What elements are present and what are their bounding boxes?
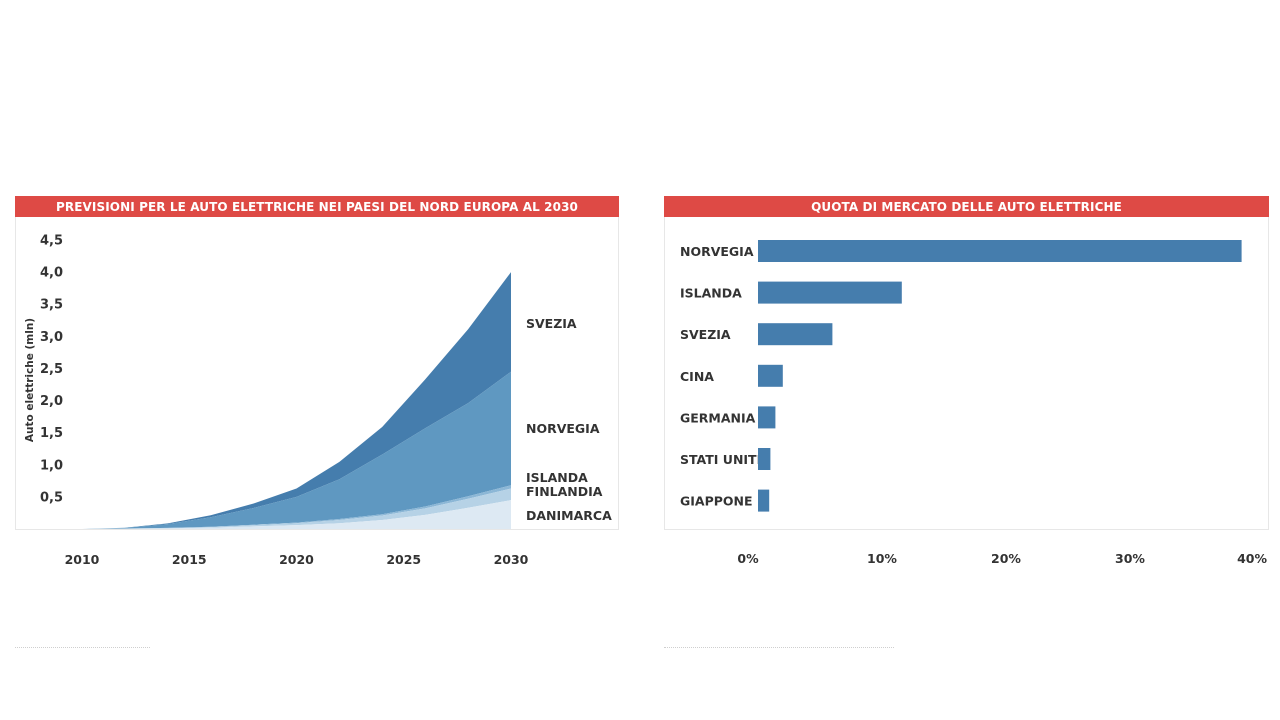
y-tick-label: 0,5 <box>40 490 63 505</box>
x-tick-label: 2010 <box>65 552 100 567</box>
x-tick-label: 2030 <box>494 552 529 567</box>
area-svezia <box>82 272 511 529</box>
bar-islanda <box>758 281 902 304</box>
y-tick-label: 1,5 <box>40 426 63 441</box>
y-tick-label: 4,0 <box>40 266 63 281</box>
bar-category-svezia: SVEZIA <box>680 327 731 342</box>
bar-giappone <box>758 489 770 512</box>
x-tick-label: 2025 <box>386 552 421 567</box>
bar-category-giappone: GIAPPONE <box>680 494 753 509</box>
y-tick-label: 2,5 <box>40 362 63 377</box>
x-tick-label: 10% <box>867 551 897 566</box>
series-label-danimarca: DANIMARCA <box>526 508 612 523</box>
bar-chart-frame <box>664 217 1269 530</box>
series-label-svezia: SVEZIA <box>526 316 577 331</box>
bar-chart-panel: QUOTA DI MERCATO DELLE AUTO ELETTRICHE <box>664 196 1269 530</box>
y-tick-label: 2,0 <box>40 394 63 409</box>
source-divider-right <box>664 647 894 649</box>
y-tick-label: 3,0 <box>40 330 63 345</box>
bar-category-islanda: ISLANDA <box>680 286 742 301</box>
bar-category-norvegia: NORVEGIA <box>680 244 754 259</box>
y-tick-label: 4,5 <box>40 234 63 249</box>
bar-svezia <box>758 323 833 346</box>
bar-norvegia <box>758 240 1242 262</box>
area-finlandia <box>82 488 511 529</box>
area-islanda <box>82 485 511 529</box>
area-danimarca <box>82 500 511 529</box>
bar-chart: NORVEGIA ISLANDA SVEZIA CINA GERMANIA STATI U… <box>680 240 1267 566</box>
area-chart-title: PREVISIONI PER LE AUTO ELETTRICHE NEI PA… <box>15 196 619 217</box>
area-chart-panel: PREVISIONI PER LE AUTO ELETTRICHE NEI PA… <box>15 196 619 530</box>
source-divider-left <box>15 647 150 649</box>
x-tick-label: 30% <box>1115 551 1145 566</box>
x-tick-label: 20% <box>991 551 1021 566</box>
x-tick-label: 2020 <box>279 552 314 567</box>
series-label-islanda: ISLANDA <box>526 470 588 485</box>
bar-category-germania: GERMANIA <box>680 410 756 425</box>
area-chart-frame <box>15 217 619 530</box>
y-tick-label: 3,5 <box>40 298 63 313</box>
bar-stati-uniti <box>758 448 771 470</box>
area-chart: 0,5 1,0 1,5 2,0 2,5 3,0 3,5 4,0 4,5 2010 2015 2020 2… <box>24 234 612 568</box>
series-label-norvegia: NORVEGIA <box>526 421 600 436</box>
series-label-finlandia: FINLANDIA <box>526 484 603 499</box>
area-norvegia <box>82 371 511 529</box>
y-tick-label: 1,0 <box>40 458 63 473</box>
bar-category-cina: CINA <box>680 369 714 384</box>
x-tick-label: 40% <box>1237 551 1267 566</box>
y-axis-label: Auto elettriche (mln) <box>24 318 36 442</box>
bar-cina <box>758 364 783 387</box>
x-tick-label: 2015 <box>172 552 207 567</box>
x-tick-label: 0% <box>737 551 759 566</box>
bar-chart-title: QUOTA DI MERCATO DELLE AUTO ELETTRICHE <box>664 196 1269 217</box>
bar-category-stati-uniti: STATI UNITI <box>680 452 761 467</box>
bar-germania <box>758 406 776 429</box>
